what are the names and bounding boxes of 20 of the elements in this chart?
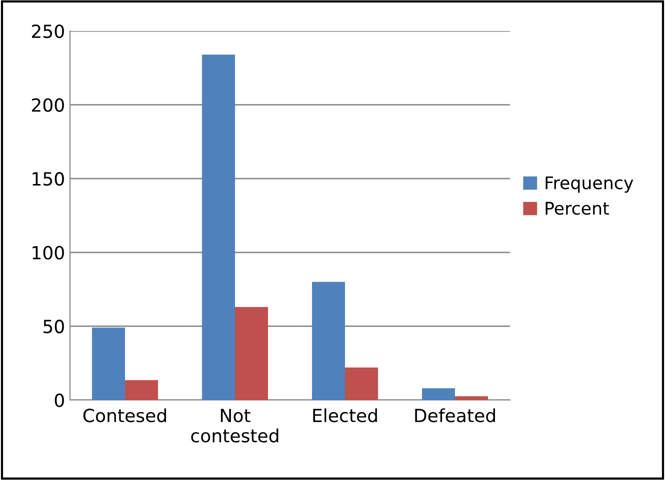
bar — [422, 388, 455, 400]
y-tick-label: 250 — [32, 24, 64, 38]
x-tick-label: Defeated — [415, 408, 495, 422]
bar — [455, 396, 488, 400]
y-tick-label: 100 — [32, 246, 64, 260]
y-tick-label: 200 — [32, 98, 64, 112]
x-tick-label: Contesed — [83, 408, 166, 422]
bar — [345, 368, 378, 400]
bar — [235, 307, 268, 400]
bar — [92, 328, 125, 400]
y-tick-label: 0 — [54, 393, 64, 408]
legend-label: Percent — [546, 202, 609, 215]
legend-label: Frequency — [546, 176, 634, 193]
x-tick-label: Not contested — [191, 408, 278, 443]
x-tick-label: Elected — [313, 408, 377, 422]
y-tick-label: 50 — [44, 320, 64, 334]
bar — [125, 380, 158, 400]
bar — [202, 54, 235, 400]
y-tick-label: 150 — [32, 172, 64, 186]
bar — [312, 282, 345, 400]
